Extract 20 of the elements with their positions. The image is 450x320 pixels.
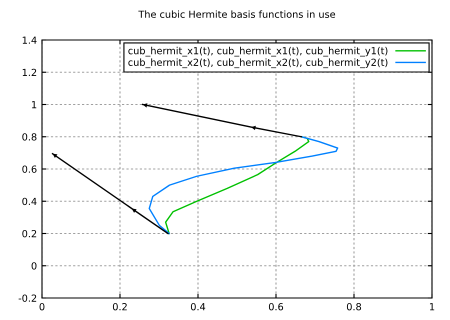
legend-label: cub_hermit_x1(t), cub_hermit_x1(t), cub_hermit_y1(t) bbox=[128, 46, 388, 56]
x-tick-label: 1 bbox=[430, 303, 434, 310]
y-tick-label: -0.2 bbox=[18, 294, 36, 302]
y-tick-label: 0 bbox=[32, 262, 36, 270]
line-series bbox=[148, 136, 338, 234]
y-tick-label: 1 bbox=[32, 101, 36, 108]
chart-title: The cubic Hermite basis functions in use bbox=[138, 10, 336, 18]
line-series bbox=[164, 136, 310, 234]
y-tick-label: 0.6 bbox=[22, 165, 37, 173]
y-tick-label: 1.4 bbox=[22, 36, 37, 44]
y-tick-label: 0.2 bbox=[22, 230, 36, 238]
legend-label: cub_hermit_x2(t), cub_hermit_x2(t), cub_hermit_y2(t) bbox=[128, 58, 388, 68]
y-tick-label: 0.4 bbox=[22, 198, 37, 206]
y-tick-label: 1.2 bbox=[22, 68, 36, 76]
x-tick-label: 0 bbox=[40, 303, 44, 310]
y-tick-label: 0.8 bbox=[22, 133, 36, 141]
x-tick-label: 0.6 bbox=[268, 303, 284, 310]
x-tick-label: 0.2 bbox=[112, 303, 127, 310]
x-tick-label: 0.8 bbox=[346, 303, 362, 310]
x-tick-label: 0.4 bbox=[190, 303, 206, 310]
